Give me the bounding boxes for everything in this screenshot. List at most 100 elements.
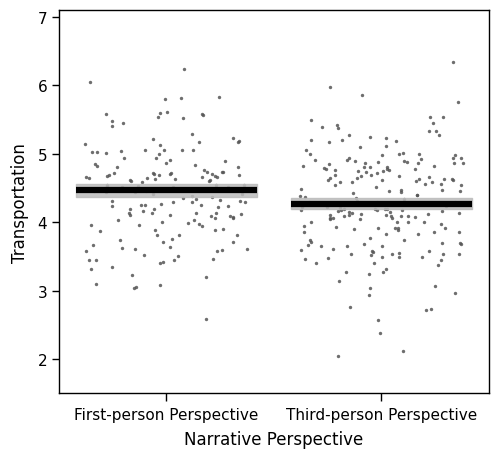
Point: [143, 175, 151, 183]
Point: [148, 210, 156, 217]
Point: [348, 179, 356, 187]
Point: [84, 175, 92, 182]
Point: [438, 240, 446, 247]
Point: [92, 281, 100, 288]
Point: [425, 248, 433, 255]
Point: [234, 164, 242, 171]
Point: [219, 225, 227, 233]
Point: [367, 172, 375, 179]
Point: [194, 220, 202, 228]
Point: [156, 110, 164, 118]
Point: [300, 223, 308, 230]
Point: [382, 212, 390, 219]
Point: [224, 203, 232, 211]
Point: [157, 202, 165, 209]
Point: [373, 207, 381, 214]
Point: [135, 222, 143, 230]
Point: [336, 179, 344, 186]
Point: [392, 138, 400, 145]
Point: [354, 168, 362, 175]
Point: [335, 278, 343, 285]
Point: [368, 249, 376, 256]
Y-axis label: Transportation: Transportation: [11, 142, 29, 262]
Point: [437, 180, 445, 188]
Point: [156, 260, 164, 267]
Point: [318, 124, 326, 132]
Point: [212, 210, 220, 217]
Point: [352, 195, 360, 202]
Point: [410, 214, 418, 221]
Point: [340, 206, 348, 213]
Point: [360, 241, 368, 248]
Point: [234, 140, 242, 147]
Point: [140, 252, 148, 259]
Point: [331, 167, 339, 174]
Point: [394, 224, 402, 232]
Point: [456, 251, 464, 258]
Point: [437, 257, 445, 264]
Point: [159, 239, 167, 246]
Point: [397, 189, 405, 196]
Point: [170, 257, 178, 264]
Point: [370, 259, 378, 267]
Point: [331, 182, 339, 190]
Point: [326, 214, 334, 222]
Point: [102, 182, 110, 189]
Point: [345, 212, 353, 219]
Point: [412, 178, 420, 185]
Point: [154, 172, 162, 179]
Point: [448, 176, 456, 183]
Point: [437, 220, 445, 228]
Point: [434, 132, 442, 139]
Point: [350, 225, 358, 233]
Point: [91, 162, 99, 169]
Point: [230, 239, 237, 246]
Point: [94, 162, 102, 170]
Point: [150, 190, 158, 198]
Point: [153, 232, 161, 240]
Point: [452, 290, 460, 297]
Point: [230, 214, 237, 221]
Point: [395, 250, 403, 257]
Point: [379, 168, 387, 176]
Point: [378, 243, 386, 251]
Point: [202, 274, 210, 281]
Point: [170, 176, 178, 183]
Point: [216, 196, 224, 204]
Point: [179, 115, 187, 122]
Point: [85, 257, 93, 264]
Point: [150, 171, 158, 179]
Point: [386, 209, 394, 216]
Point: [196, 202, 204, 210]
Point: [166, 212, 174, 219]
Point: [132, 283, 140, 291]
Point: [342, 269, 349, 276]
Point: [456, 188, 464, 195]
Point: [119, 120, 127, 128]
Point: [202, 316, 210, 323]
Point: [325, 161, 333, 168]
Point: [337, 207, 345, 214]
Point: [344, 132, 352, 140]
Point: [224, 184, 232, 191]
Point: [450, 152, 458, 159]
Point: [404, 219, 411, 226]
Point: [395, 151, 403, 158]
Point: [137, 202, 145, 209]
Point: [206, 177, 214, 184]
Point: [152, 155, 160, 162]
Point: [86, 79, 94, 87]
Point: [326, 84, 334, 91]
Point: [160, 146, 168, 154]
Point: [458, 160, 466, 168]
Point: [378, 151, 386, 159]
Point: [180, 66, 188, 73]
Point: [208, 171, 216, 178]
Point: [372, 170, 380, 178]
Point: [199, 112, 207, 119]
Point: [414, 160, 422, 167]
Point: [326, 216, 334, 223]
Point: [346, 303, 354, 311]
Point: [298, 163, 306, 171]
Point: [382, 231, 390, 238]
